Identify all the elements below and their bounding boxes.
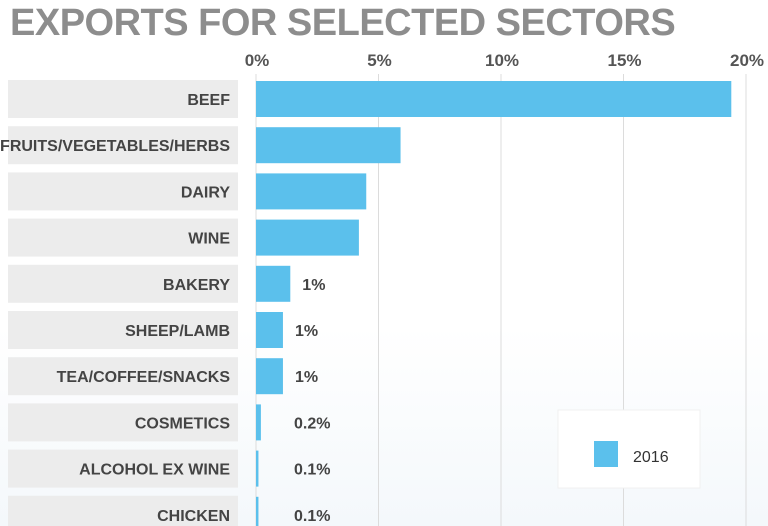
bar <box>256 496 259 526</box>
data-label: 0.1% <box>294 462 330 479</box>
bar <box>256 219 359 256</box>
bar <box>256 81 732 117</box>
x-tick-label: 10% <box>485 51 519 70</box>
category-label: BAKERY <box>163 277 230 294</box>
data-label: 1% <box>295 369 318 386</box>
category-label: BEEF <box>187 92 230 109</box>
x-tick-label: 15% <box>607 51 641 70</box>
category-label: DAIRY <box>181 184 231 201</box>
bar <box>256 312 283 348</box>
category-label: WINE <box>188 231 230 248</box>
data-label: 1% <box>302 277 325 294</box>
chart-title: EXPORTS FOR SELECTED SECTORS <box>10 2 676 44</box>
category-label: SHEEP/LAMB <box>125 323 230 340</box>
category-label: CHICKEN <box>157 508 230 525</box>
data-label: 0.2% <box>294 415 330 432</box>
bar <box>256 265 291 302</box>
category-label: TEA/COFFEE/SNACKS <box>57 369 231 386</box>
category-label-bg <box>8 403 238 442</box>
bar <box>256 450 259 487</box>
legend-box <box>557 409 701 489</box>
category-label: COSMETICS <box>135 415 230 432</box>
data-label: 0.1% <box>294 508 330 525</box>
bar <box>256 173 367 210</box>
x-tick-label: 0% <box>245 51 270 70</box>
legend-label: 2016 <box>633 449 669 466</box>
category-label-bg <box>8 495 238 526</box>
category-label: ALCOHOL EX WINE <box>79 462 230 479</box>
category-label-bg <box>8 357 238 396</box>
bar <box>256 127 401 164</box>
category-label-bg <box>8 449 238 488</box>
x-tick-label: 5% <box>367 51 392 70</box>
category-label-bg <box>8 80 238 118</box>
bar <box>256 404 261 441</box>
category-label-bg <box>8 126 238 165</box>
legend-swatch <box>594 441 618 467</box>
category-label-bg <box>8 311 238 349</box>
bar <box>256 358 283 395</box>
x-tick-label: 20% <box>730 51 764 70</box>
category-label-bg <box>8 264 238 303</box>
category-label-bg <box>8 218 238 257</box>
category-label-bg <box>8 172 238 211</box>
category-label: FRUITS/VEGETABLES/HERBS <box>0 138 230 155</box>
data-label: 1% <box>295 323 318 340</box>
